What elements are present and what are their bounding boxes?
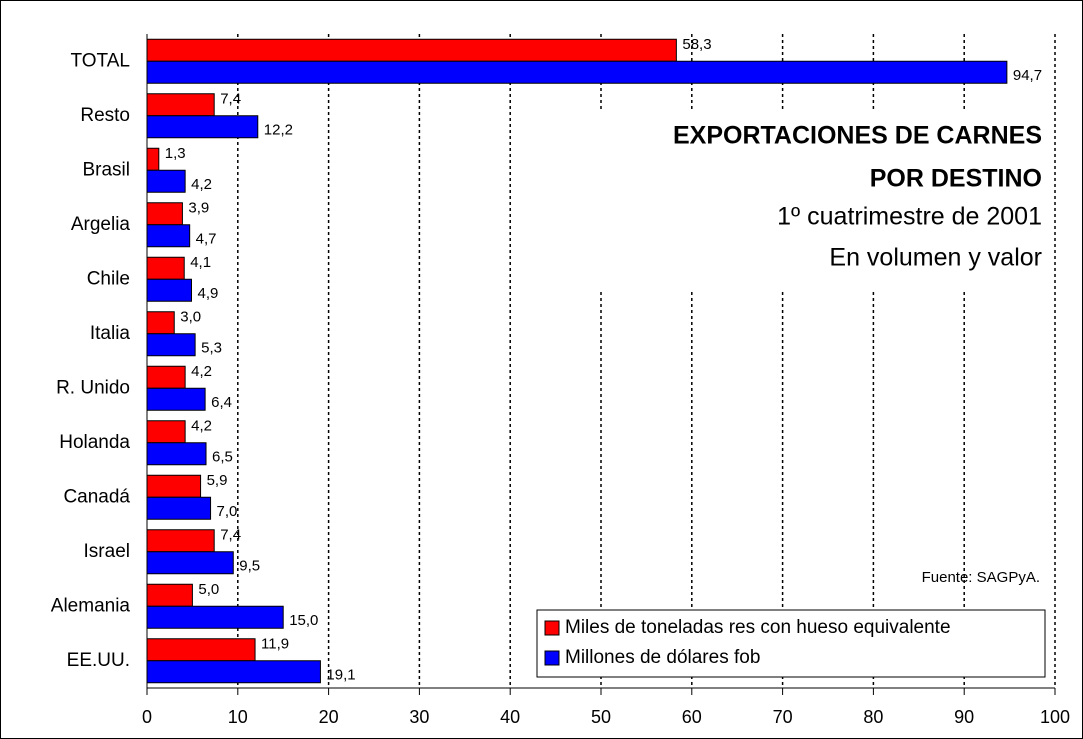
value-label: 94,7: [1013, 67, 1042, 84]
y-tick-label: Resto: [80, 105, 130, 126]
y-tick-label: Chile: [87, 268, 130, 289]
legend-swatch: [544, 650, 560, 666]
value-label: 6,5: [212, 449, 233, 466]
bar: [146, 256, 185, 280]
legend-label: Millones de dólares fob: [565, 647, 760, 668]
bar: [146, 529, 215, 553]
bars: [146, 38, 1008, 684]
y-tick-label: Brasil: [82, 159, 130, 180]
x-tick-label: 70: [773, 707, 793, 727]
value-label: 4,2: [191, 363, 212, 380]
bar: [146, 638, 256, 662]
bar: [146, 420, 186, 444]
x-tick-label: 100: [1040, 707, 1070, 727]
value-label: 58,3: [682, 36, 711, 53]
bar: [146, 115, 259, 139]
value-label: 4,2: [191, 176, 212, 193]
bar: [146, 202, 183, 226]
value-label: 19,1: [326, 667, 355, 684]
chart-subtitle: 1º cuatrimestre de 2001: [777, 203, 1042, 231]
annotation: Fuente: SAGPyA.: [922, 569, 1040, 586]
bar: [146, 60, 1008, 84]
bar: [146, 605, 284, 629]
bar: [146, 583, 193, 607]
value-label: 11,9: [261, 636, 289, 653]
y-tick-label: Israel: [84, 541, 130, 562]
y-tick-label: TOTAL: [71, 50, 130, 71]
legend-swatch: [544, 620, 560, 636]
chart-title: EXPORTACIONES DE CARNES: [673, 122, 1042, 150]
x-tick-label: 90: [954, 707, 974, 727]
bar: [146, 93, 215, 117]
y-tick-label: Argelia: [71, 214, 131, 235]
value-label: 3,9: [188, 200, 209, 217]
bar: [146, 387, 206, 411]
value-label: 5,9: [207, 472, 228, 489]
y-tick-label: EE.UU.: [67, 650, 130, 671]
bar: [146, 311, 175, 335]
x-tick-label: 10: [228, 707, 248, 727]
bar: [146, 278, 192, 302]
value-label: 4,9: [197, 285, 218, 302]
chart-title: POR DESTINO: [870, 165, 1042, 193]
bar: [146, 38, 677, 62]
value-label: 4,2: [191, 418, 212, 435]
value-label: 15,0: [289, 612, 318, 629]
x-tick-label: 40: [500, 707, 520, 727]
value-label: 4,1: [190, 254, 211, 271]
value-label: 9,5: [239, 558, 260, 575]
bar: [146, 660, 321, 684]
bar: [146, 333, 196, 357]
value-label: 1,3: [165, 145, 186, 162]
bar: [146, 474, 202, 498]
value-label: 7,4: [220, 527, 241, 544]
value-label: 5,3: [201, 340, 222, 357]
value-label: 5,0: [198, 581, 219, 598]
y-tick-label: Holanda: [59, 432, 130, 453]
bar: [146, 365, 186, 389]
y-tick-label: Alemania: [51, 595, 131, 616]
x-tick-label: 20: [319, 707, 339, 727]
bar: [146, 147, 160, 171]
value-label: 3,0: [180, 309, 201, 326]
x-tick-label: 30: [409, 707, 429, 727]
bar: [146, 169, 186, 193]
chart-subtitle: En volumen y valor: [829, 244, 1042, 272]
value-label: 7,0: [217, 503, 238, 520]
value-label: 7,4: [220, 91, 241, 108]
bar: [146, 442, 207, 466]
y-tick-label: Canadá: [63, 486, 130, 507]
value-label: 12,2: [264, 122, 293, 139]
x-tick-label: 80: [863, 707, 883, 727]
legend-box: [536, 609, 1046, 678]
y-tick-label: Italia: [90, 323, 131, 344]
legend-label: Miles de toneladas res con hueso equival…: [565, 617, 951, 638]
x-tick-label: 60: [682, 707, 702, 727]
y-tick-label: R. Unido: [56, 377, 130, 398]
title-backdrop: [540, 112, 1052, 290]
bar: [146, 551, 234, 575]
value-label: 6,4: [211, 394, 232, 411]
value-label: 4,7: [196, 231, 217, 248]
x-tick-label: 0: [142, 707, 152, 727]
bar: [146, 224, 191, 248]
bar: [146, 496, 212, 520]
x-tick-label: 50: [591, 707, 611, 727]
